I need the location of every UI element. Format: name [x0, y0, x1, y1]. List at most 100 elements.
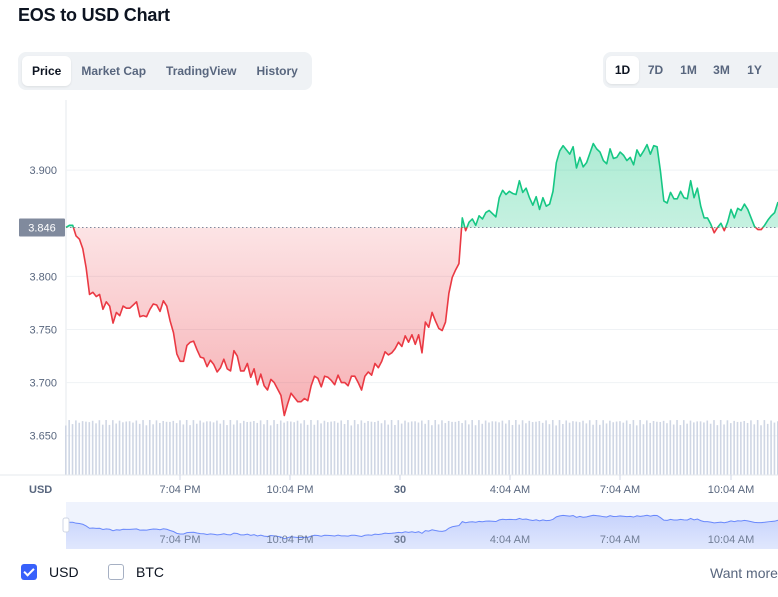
volume-bar — [750, 420, 752, 475]
volume-bar — [719, 420, 722, 475]
volume-bar — [367, 421, 369, 475]
volume-bar — [209, 421, 212, 475]
volume-bar — [582, 420, 584, 475]
range-1m-button[interactable]: 1M — [680, 63, 697, 77]
volume-bar — [263, 424, 265, 475]
volume-bar — [246, 421, 248, 475]
volume-bar — [609, 420, 611, 475]
volume-bar — [649, 422, 651, 475]
volume-bar — [142, 420, 144, 475]
volume-bar — [471, 420, 473, 475]
navigator-tick-label: 10:04 AM — [708, 534, 754, 546]
volume-bar — [706, 420, 709, 475]
range-3m-button[interactable]: 3M — [713, 63, 730, 77]
volume-bar — [635, 425, 638, 475]
navigator-tick-label: 30 — [394, 534, 406, 546]
volume-bar — [666, 423, 668, 475]
volume-bar — [279, 420, 282, 475]
volume-bar — [330, 421, 332, 475]
range-1d-button[interactable]: 1D — [606, 56, 639, 84]
volume-bar — [461, 423, 463, 475]
want-more-link[interactable]: Want more — [710, 565, 778, 581]
volume-bar — [595, 420, 598, 475]
volume-bar — [222, 420, 225, 475]
volume-bar — [743, 420, 746, 475]
volume-bar — [81, 421, 84, 475]
navigator-area — [66, 515, 778, 549]
volume-bar — [656, 421, 658, 475]
volume-bar — [518, 424, 520, 475]
volume-bar — [390, 420, 393, 475]
volume-bar — [296, 420, 299, 475]
volume-bar — [693, 422, 695, 475]
volume-bar — [135, 420, 138, 475]
x-tick-label: 7:04 PM — [160, 484, 201, 496]
usd-toggle[interactable]: USD — [21, 564, 79, 580]
volume-bar — [202, 422, 205, 475]
volume-bar — [394, 424, 396, 475]
volume-bar — [340, 420, 342, 475]
volume-bar — [68, 420, 70, 475]
volume-bar — [256, 422, 259, 475]
navigator-handle-left[interactable] — [62, 517, 70, 533]
volume-bar — [219, 423, 222, 475]
navigator-line — [65, 514, 778, 540]
volume-bar — [434, 420, 437, 475]
volume-bar — [588, 420, 591, 475]
volume-bar — [726, 420, 729, 475]
volume-bar — [447, 420, 450, 475]
volume-bar — [232, 424, 235, 475]
volume-bar — [548, 424, 551, 475]
tab-tradingview[interactable]: TradingView — [166, 64, 237, 78]
range-7d-button[interactable]: 7D — [647, 63, 664, 77]
volume-bar — [662, 420, 665, 475]
volume-bar — [95, 423, 97, 475]
volume-bar — [269, 425, 272, 475]
volume-bar — [491, 421, 494, 475]
tab-price[interactable]: Price — [22, 56, 72, 86]
volume-bar — [78, 422, 81, 475]
volume-bar — [239, 423, 242, 475]
volume-bar — [709, 423, 712, 475]
volume-bar — [360, 420, 363, 475]
volume-bar — [75, 420, 77, 475]
volume-bar — [619, 421, 621, 475]
volume-bar — [88, 422, 91, 475]
volume-bar — [528, 420, 531, 475]
volume-bar — [236, 420, 238, 475]
volume-bar — [572, 421, 574, 475]
volume-bar — [259, 420, 262, 475]
volume-bar — [625, 420, 628, 475]
tab-market-cap[interactable]: Market Cap — [81, 64, 147, 78]
volume-bar — [417, 422, 420, 475]
range-1y-button[interactable]: 1Y — [747, 63, 762, 77]
volume-bar — [363, 422, 366, 475]
volume-bar — [746, 422, 749, 475]
volume-bar — [118, 420, 121, 475]
volume-bar — [400, 423, 403, 475]
volume-bar — [622, 422, 625, 475]
volume-bar — [253, 421, 255, 475]
volume-bar — [155, 420, 158, 475]
volume-bar — [562, 424, 564, 475]
tab-history[interactable]: History — [256, 64, 298, 78]
volume-bar — [148, 420, 151, 475]
volume-bar — [316, 420, 319, 475]
reference-label-box — [19, 218, 65, 237]
volume-bar — [531, 422, 534, 475]
btc-checkbox[interactable] — [108, 564, 124, 580]
btc-toggle[interactable]: BTC — [108, 564, 164, 580]
volume-bar — [437, 424, 440, 475]
volume-bar — [716, 425, 719, 475]
usd-checkbox[interactable] — [21, 564, 37, 580]
page-title: EOS to USD Chart — [18, 5, 170, 25]
volume-bar — [541, 422, 544, 475]
volume-bar — [91, 420, 94, 475]
volume-bar — [185, 420, 188, 475]
volume-bar — [736, 421, 739, 475]
reference-label: 3.846 — [28, 222, 56, 234]
volume-bar — [659, 421, 662, 475]
volume-bar — [729, 423, 732, 475]
volume-bar — [387, 424, 390, 475]
